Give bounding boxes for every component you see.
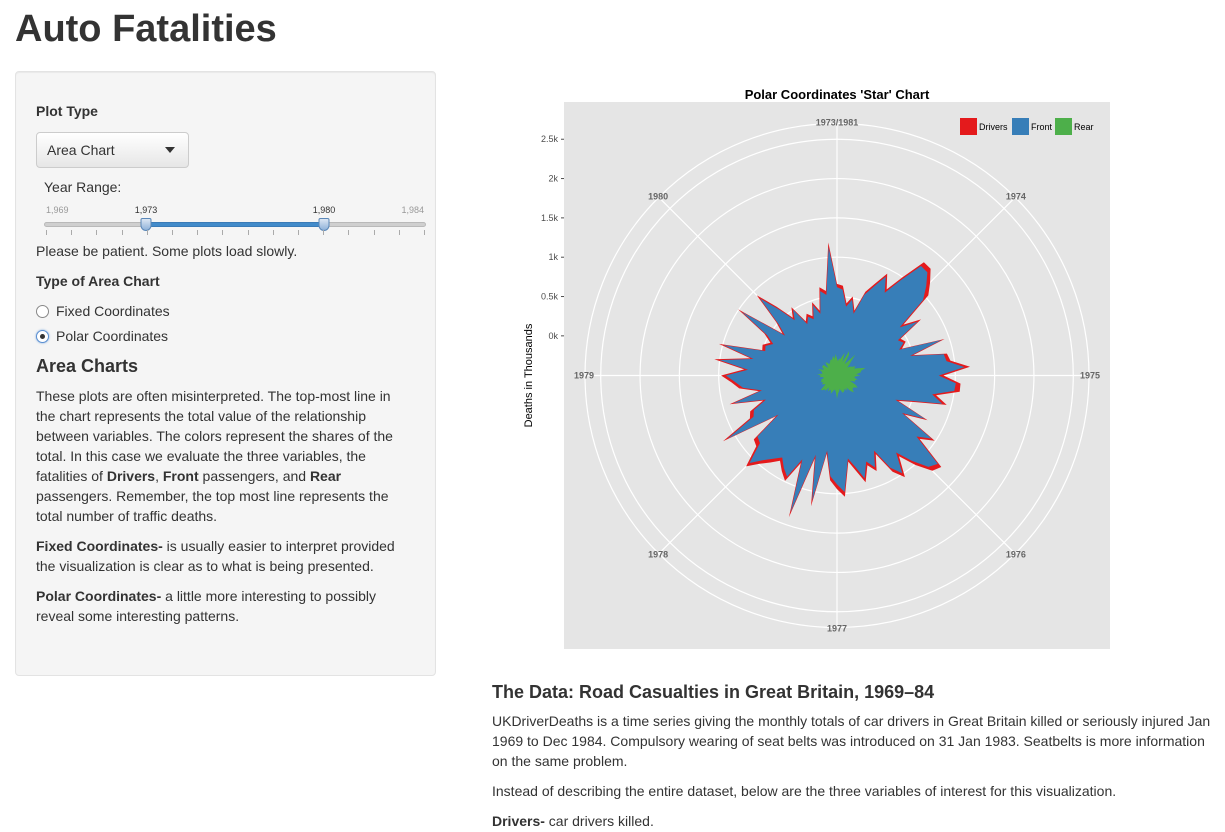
slider-min-label: 1,969 <box>46 205 69 215</box>
slider-tick-mark <box>197 230 199 235</box>
slider-tick-mark <box>71 230 73 235</box>
polar-coordinates-description: Polar Coordinates- a little more interes… <box>36 588 377 624</box>
chart-title: Polar Coordinates 'Star' Chart <box>745 87 930 102</box>
y-tick-label: 2k <box>548 174 558 184</box>
y-axis-label: Deaths in Thousands <box>523 323 535 427</box>
app-title: Auto Fatalities <box>15 8 277 50</box>
slider-from-handle[interactable] <box>140 218 152 231</box>
slider-tick-mark <box>348 230 350 235</box>
slider-tick-mark <box>46 230 47 235</box>
data-variables-intro: Instead of describing the entire dataset… <box>492 783 1117 799</box>
sidebar-panel: Plot Type Area Chart Year Range: 1,969 1… <box>15 71 436 676</box>
radio-fixed-label: Fixed Coordinates <box>56 303 170 319</box>
area-type-label: Type of Area Chart <box>36 273 160 289</box>
slider-tick-mark <box>121 230 123 235</box>
fixed-coordinates-description: Fixed Coordinates- is usually easier to … <box>36 538 395 574</box>
slider-selected-range <box>145 222 324 227</box>
data-section-heading: The Data: Road Casualties in Great Brita… <box>492 682 935 702</box>
radio-polar-coordinates[interactable]: Polar Coordinates <box>36 328 168 344</box>
slider-tick-mark <box>398 230 400 235</box>
y-tick-label: 0k <box>548 331 558 341</box>
x-tick-label: 1978 <box>648 549 668 559</box>
legend-swatch <box>960 118 977 135</box>
x-tick-label: 1976 <box>1006 549 1026 559</box>
slider-tick-mark <box>96 230 98 235</box>
x-tick-label: 1977 <box>827 624 847 634</box>
polar-star-chart: Polar Coordinates 'Star' Chart 0k 0.5k 1k 1.… <box>520 84 1120 654</box>
slider-tick-mark <box>373 230 375 235</box>
slider-max-label: 1,984 <box>401 205 424 215</box>
slider-from-label: 1,973 <box>134 205 158 215</box>
year-range-slider[interactable]: 1,969 1,984 1,973 1,980 <box>44 205 426 239</box>
caret-down-icon <box>165 147 175 153</box>
slider-tick-mark <box>424 230 425 235</box>
slider-tick-mark <box>146 230 148 235</box>
area-charts-description: These plots are often misinterpreted. Th… <box>36 388 393 524</box>
legend-swatch <box>1055 118 1072 135</box>
drivers-variable-description: Drivers- car drivers killed. <box>492 813 654 829</box>
legend-label: Rear <box>1074 122 1094 132</box>
slider-tick-mark <box>323 230 325 235</box>
slider-tick-mark <box>298 230 299 235</box>
y-tick-label: 0.5k <box>541 292 559 302</box>
y-tick-label: 1k <box>548 252 558 262</box>
radio-polar-label: Polar Coordinates <box>56 328 169 344</box>
radio-button-fixed[interactable] <box>36 304 49 318</box>
radio-fixed-coordinates[interactable]: Fixed Coordinates <box>36 303 170 319</box>
x-tick-label: 1973/1981 <box>816 118 859 128</box>
y-tick-label: 2.5k <box>541 134 559 144</box>
patience-note: Please be patient. Some plots load slowl… <box>36 243 298 259</box>
slider-tick-mark <box>172 230 173 235</box>
year-range-label: Year Range: <box>44 179 122 195</box>
data-description: UKDriverDeaths is a time series giving t… <box>492 713 1211 769</box>
legend-swatch <box>1012 118 1029 135</box>
plot-type-select[interactable]: Area Chart <box>36 132 189 168</box>
x-tick-label: 1980 <box>648 192 668 202</box>
plot-type-value: Area Chart <box>47 142 115 158</box>
chart-svg: Polar Coordinates 'Star' Chart 0k 0.5k 1k 1.… <box>523 87 1110 649</box>
radio-button-polar[interactable] <box>36 329 49 343</box>
y-tick-label: 1.5k <box>541 213 559 223</box>
x-tick-label: 1974 <box>1006 192 1026 202</box>
plot-type-label: Plot Type <box>36 103 98 119</box>
series-rear-area <box>817 351 866 399</box>
legend-label: Front <box>1031 122 1053 132</box>
x-tick-label: 1975 <box>1080 371 1100 381</box>
chart-legend: Drivers Front Rear <box>960 118 1094 135</box>
area-charts-heading: Area Charts <box>36 356 139 376</box>
slider-tick-mark <box>247 230 249 235</box>
slider-tick-mark <box>272 230 274 235</box>
x-tick-label: 1979 <box>574 371 594 381</box>
slider-to-label: 1,980 <box>312 205 336 215</box>
slider-tick-mark <box>222 230 224 235</box>
legend-label: Drivers <box>979 122 1008 132</box>
